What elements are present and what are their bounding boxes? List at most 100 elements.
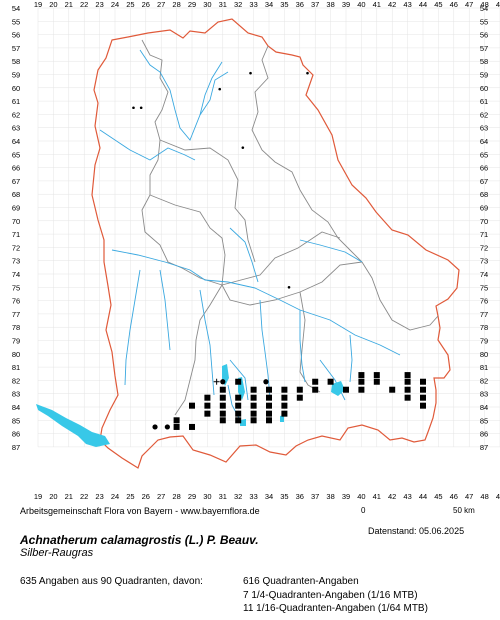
y-tick-label: 65: [480, 150, 488, 159]
record-circle: [220, 379, 226, 385]
record-square: [250, 417, 257, 424]
record-dot: [139, 106, 143, 110]
record-circle: [152, 424, 158, 430]
y-tick-label: 80: [12, 350, 20, 359]
record-square: [358, 372, 365, 379]
x-tick-label: 20: [49, 0, 57, 9]
y-tick-label: 75: [12, 283, 20, 292]
record-square: [250, 410, 257, 417]
record-squares: [173, 372, 426, 430]
x-tick-label: 39: [342, 492, 350, 500]
x-tick-label: 44: [419, 0, 427, 9]
x-tick-label: 25: [126, 492, 134, 500]
y-tick-label: 83: [12, 390, 20, 399]
x-tick-label: 43: [403, 0, 411, 9]
y-tick-label: 82: [480, 376, 488, 385]
record-stats: 635 Angaben aus 90 Quadranten, davon:: [20, 576, 203, 587]
y-tick-label: 63: [480, 124, 488, 133]
y-tick-label: 62: [12, 110, 20, 119]
x-tick-label: 37: [311, 0, 319, 9]
record-square: [173, 423, 180, 430]
record-square: [250, 386, 257, 393]
record-square: [281, 410, 288, 417]
y-tick-label: 81: [480, 363, 488, 372]
x-tick-label: 19: [34, 492, 42, 500]
y-tick-label: 84: [12, 403, 20, 412]
x-tick-label: 29: [188, 0, 196, 9]
y-tick-label: 72: [480, 243, 488, 252]
record-square: [373, 372, 380, 379]
y-tick-label: 76: [12, 297, 20, 306]
x-tick-label: 40: [357, 492, 365, 500]
y-tick-label: 63: [12, 124, 20, 133]
x-tick-label: 31: [219, 0, 227, 9]
state-border: [91, 18, 460, 469]
y-tick-label: 65: [12, 150, 20, 159]
record-dot: [287, 286, 291, 289]
x-tick-label: 46: [450, 492, 458, 500]
record-square: [312, 386, 319, 393]
lake-walchensee: [240, 419, 246, 426]
x-tick-label: 49: [496, 0, 500, 9]
record-square: [235, 417, 242, 424]
y-tick-label: 59: [12, 71, 20, 80]
y-tick-label: 68: [12, 190, 20, 199]
x-tick-label: 27: [157, 0, 165, 9]
record-square: [204, 394, 211, 401]
x-tick-label: 33: [249, 0, 257, 9]
x-tick-label: 26: [142, 492, 150, 500]
y-tick-label: 57: [12, 44, 20, 53]
y-tick-label: 71: [12, 230, 20, 239]
x-tick-label: 43: [403, 492, 411, 500]
x-tick-label: 23: [95, 492, 103, 500]
y-tick-label: 73: [480, 257, 488, 266]
y-tick-label: 79: [480, 337, 488, 346]
record-square: [420, 378, 426, 385]
record-square: [266, 402, 272, 409]
record-dot: [306, 71, 309, 75]
x-tick-label: 30: [203, 492, 211, 500]
x-tick-label: 42: [388, 0, 396, 9]
rivers: [99, 49, 401, 421]
y-tick-label: 87: [12, 443, 20, 452]
scale-end-label: 50 km: [453, 506, 475, 515]
x-tick-label: 38: [326, 0, 334, 9]
x-tick-label: 29: [188, 492, 196, 500]
y-tick-label: 74: [12, 270, 20, 279]
record-square: [235, 402, 242, 409]
record-square: [404, 394, 411, 401]
record-square: [204, 402, 211, 409]
y-tick-label: 54: [480, 4, 488, 13]
record-square: [235, 410, 242, 417]
record-square: [250, 394, 257, 401]
x-tick-label: 49: [496, 492, 500, 500]
record-dot: [132, 106, 135, 110]
y-tick-label: 56: [480, 31, 488, 40]
y-tick-label: 67: [480, 177, 488, 186]
grid-tick-labels: 19 19 20 20 21 21 22 22 23 23 24 24 25 25 26 26 27 27 28 28…: [12, 0, 500, 500]
y-tick-label: 84: [480, 403, 488, 412]
count-quadrant: 616 Quadranten-Angaben: [243, 576, 359, 587]
record-square: [189, 402, 195, 409]
map-grid: [37, 7, 500, 448]
record-square: [173, 417, 180, 424]
x-tick-label: 41: [373, 0, 381, 9]
y-tick-label: 67: [12, 177, 20, 186]
x-tick-label: 46: [450, 0, 458, 9]
x-tick-label: 21: [65, 492, 73, 500]
y-tick-label: 54: [12, 4, 20, 13]
y-tick-label: 73: [12, 257, 20, 266]
y-tick-label: 85: [480, 416, 488, 425]
x-tick-label: 42: [388, 492, 396, 500]
lake-constance: [36, 404, 110, 447]
y-tick-label: 55: [12, 17, 20, 26]
x-tick-label: 47: [465, 492, 473, 500]
species-name: Achnatherum calamagrostis (L.) P. Beauv.: [20, 533, 259, 547]
record-square: [235, 378, 242, 385]
distribution-map: 19 19 20 20 21 21 22 22 23 23 24 24 25 25 26 26 27 27 28 28…: [12, 0, 500, 500]
record-square: [312, 378, 319, 385]
record-dot: [218, 87, 222, 91]
y-tick-label: 64: [12, 137, 20, 146]
x-tick-label: 24: [111, 492, 119, 500]
record-square: [373, 378, 380, 385]
